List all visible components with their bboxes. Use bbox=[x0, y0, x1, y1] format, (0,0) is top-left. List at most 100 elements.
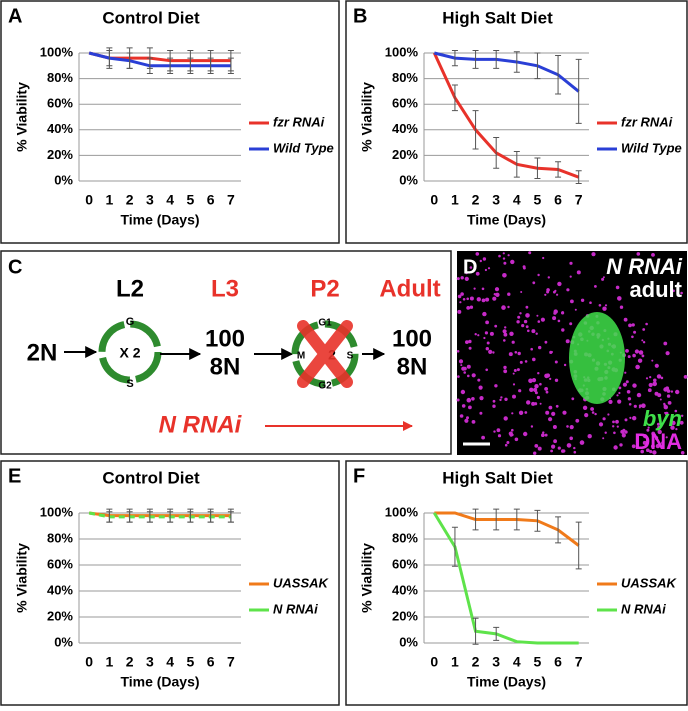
nucleus bbox=[624, 418, 628, 422]
x-tick-label: 7 bbox=[575, 192, 583, 208]
cell-cycle bbox=[98, 320, 162, 384]
image-title: adult bbox=[629, 277, 682, 302]
nucleus bbox=[523, 319, 528, 324]
nucleus bbox=[582, 405, 588, 410]
nucleus bbox=[547, 276, 550, 279]
error-bar bbox=[534, 52, 541, 80]
nucleus bbox=[666, 389, 671, 393]
nucleus bbox=[511, 433, 514, 436]
nucleus bbox=[602, 276, 605, 279]
y-tick-label: 40% bbox=[47, 121, 73, 136]
nucleus bbox=[587, 434, 592, 439]
nucleus bbox=[633, 404, 637, 408]
nucleus bbox=[629, 416, 632, 419]
nucleus bbox=[531, 329, 536, 334]
nucleus bbox=[525, 313, 530, 318]
nucleus bbox=[627, 355, 631, 359]
x-tick-label: 4 bbox=[166, 654, 174, 670]
y-tick-label: 100% bbox=[40, 44, 74, 59]
nucleus bbox=[573, 446, 576, 450]
x-tick-label: 3 bbox=[146, 192, 154, 208]
legend-label: N RNAi bbox=[273, 601, 318, 616]
error-bar bbox=[472, 49, 479, 69]
nucleus bbox=[621, 433, 626, 438]
nucleus bbox=[653, 378, 657, 383]
nucleus bbox=[539, 402, 542, 405]
ploidy: 8N bbox=[210, 353, 241, 380]
nucleus bbox=[508, 352, 513, 357]
y-tick-label: 60% bbox=[392, 556, 418, 571]
panel-letter: B bbox=[353, 5, 367, 27]
nucleus bbox=[523, 266, 526, 270]
nucleus bbox=[667, 401, 672, 405]
series-line bbox=[88, 51, 231, 68]
nucleus bbox=[528, 378, 533, 384]
nucleus bbox=[534, 391, 538, 395]
nucleus bbox=[537, 446, 542, 451]
y-tick-label: 100% bbox=[40, 504, 74, 519]
nucleus bbox=[537, 372, 540, 375]
nucleus bbox=[544, 293, 547, 296]
nucleus bbox=[646, 428, 650, 432]
nucleus bbox=[680, 291, 683, 295]
legend-label: N RNAi bbox=[621, 601, 666, 616]
nucleus bbox=[488, 349, 493, 354]
nucleus bbox=[523, 431, 528, 437]
nucleus bbox=[482, 257, 487, 261]
nucleus bbox=[518, 389, 522, 393]
nucleus bbox=[619, 443, 623, 447]
error-bar bbox=[555, 161, 562, 178]
nucleus bbox=[479, 259, 482, 263]
nucleus bbox=[502, 257, 506, 260]
nucleus bbox=[652, 450, 657, 455]
nucleus bbox=[663, 405, 668, 410]
nucleus bbox=[507, 254, 510, 257]
nucleus bbox=[484, 331, 488, 335]
phase: G1 bbox=[318, 318, 332, 329]
nucleus bbox=[634, 349, 640, 354]
nucleus bbox=[580, 298, 585, 302]
nucleus bbox=[503, 261, 507, 265]
nucleus bbox=[671, 420, 676, 426]
x-tick-label: 1 bbox=[105, 654, 113, 670]
nucleus bbox=[645, 377, 649, 380]
nucleus bbox=[500, 396, 503, 399]
panel-frame bbox=[0, 0, 340, 244]
nucleus bbox=[569, 261, 573, 265]
nucleus bbox=[461, 404, 466, 408]
nucleus bbox=[545, 410, 550, 415]
error-bar bbox=[493, 626, 500, 641]
x-tick-label: 7 bbox=[227, 654, 235, 670]
nucleus bbox=[471, 397, 475, 401]
nucleus bbox=[594, 285, 597, 288]
nucleus bbox=[579, 440, 585, 445]
chart-title: Control Diet bbox=[102, 8, 200, 27]
error-bar bbox=[126, 511, 133, 523]
cell-count: 100 bbox=[392, 325, 432, 352]
nucleus bbox=[489, 331, 494, 336]
nucleus bbox=[638, 350, 644, 355]
nucleus bbox=[494, 324, 498, 328]
nucleus bbox=[625, 349, 629, 353]
nucleus bbox=[602, 417, 606, 421]
nucleus bbox=[641, 403, 646, 409]
nucleus bbox=[457, 309, 462, 314]
nucleus bbox=[618, 391, 621, 395]
x-tick-label: 0 bbox=[430, 654, 438, 670]
error-bar bbox=[493, 508, 500, 531]
block-cross bbox=[297, 320, 353, 388]
nucleus bbox=[518, 410, 524, 415]
x-tick-label: 0 bbox=[85, 192, 93, 208]
nucleus bbox=[554, 378, 559, 382]
nucleus bbox=[656, 422, 660, 426]
nucleus bbox=[631, 444, 636, 449]
nucleus bbox=[657, 429, 662, 435]
x-axis-label: Time (Days) bbox=[467, 212, 546, 228]
y-tick-label: 100% bbox=[385, 44, 419, 59]
nucleus bbox=[574, 308, 577, 311]
x-tick-label: 0 bbox=[85, 654, 93, 670]
nucleus bbox=[493, 430, 496, 433]
nucleus bbox=[633, 330, 637, 334]
nucleus bbox=[460, 389, 466, 395]
legend-label: UASSAK bbox=[273, 575, 330, 590]
